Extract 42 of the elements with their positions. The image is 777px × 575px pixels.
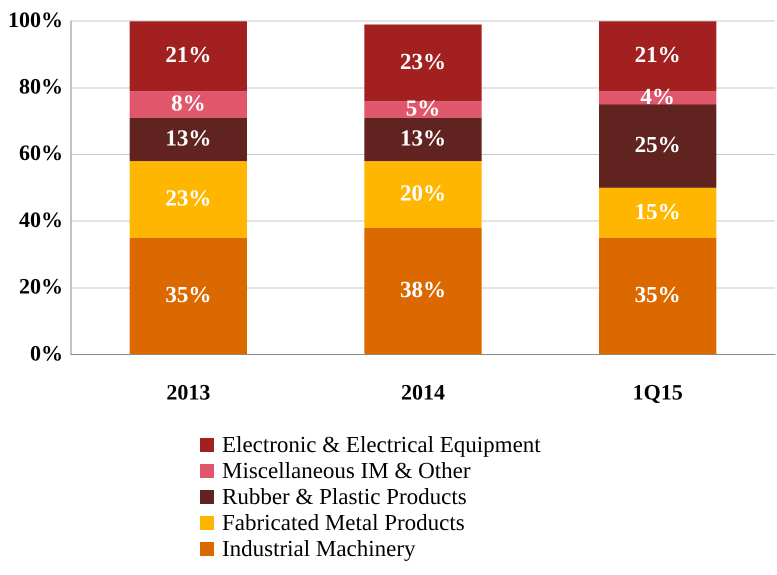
data-label: 20% (400, 180, 446, 206)
bar (364, 118, 482, 162)
data-label: 23% (165, 186, 212, 211)
data-label: 35% (634, 282, 681, 307)
x-tick-label: 1Q15 (632, 379, 683, 404)
bar (364, 101, 482, 118)
y-tick-label: 80% (19, 74, 63, 99)
data-label: 4% (640, 84, 675, 109)
bar (130, 161, 247, 238)
bar (130, 238, 247, 354)
data-label: 23% (400, 48, 446, 74)
data-label: 38% (400, 276, 446, 302)
data-label: 35% (165, 282, 212, 307)
y-tick-label: 0% (30, 340, 63, 366)
data-label: 21% (165, 42, 212, 68)
data-label: 21% (634, 42, 681, 68)
y-tick-label: 60% (19, 140, 63, 166)
data-label: 15% (634, 198, 681, 224)
bar (599, 104, 716, 188)
legend-label: Rubber & Plastic Products (222, 484, 467, 510)
x-tick-label: 2014 (401, 379, 445, 404)
bar (130, 118, 247, 162)
data-label: 25% (634, 132, 681, 158)
bar (599, 238, 716, 354)
legend-label: Fabricated Metal Products (222, 510, 465, 536)
bar (364, 24, 482, 102)
bar (364, 161, 482, 228)
y-tick-label: 40% (19, 206, 63, 232)
bar (364, 228, 482, 354)
legend-label: Industrial Machinery (222, 536, 416, 562)
bar (130, 91, 247, 118)
legend-label: Electronic & Electrical Equipment (222, 432, 541, 458)
data-label: 8% (171, 90, 206, 116)
data-label: 5% (406, 95, 440, 120)
data-label: 13% (400, 125, 446, 150)
y-tick-label: 100% (8, 6, 63, 32)
y-tick-label: 20% (19, 274, 63, 299)
bar (130, 21, 247, 92)
legend-label: Miscellaneous IM & Other (222, 458, 470, 484)
data-label: 13% (165, 125, 212, 150)
bar (599, 188, 716, 238)
x-tick-label: 2013 (166, 379, 210, 404)
